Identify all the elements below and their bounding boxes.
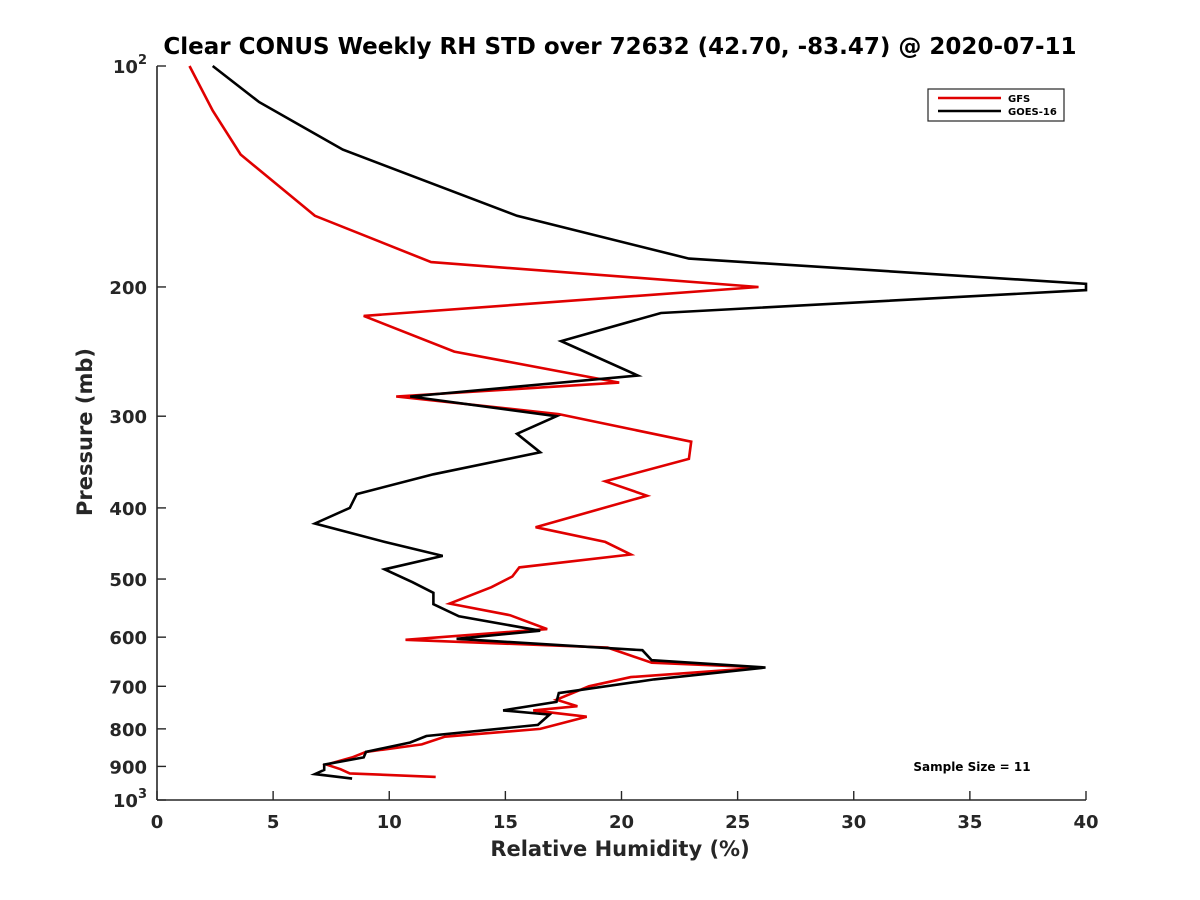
y-axis-label: Pressure (mb) <box>73 348 97 516</box>
y-tick-label: 900 <box>109 757 147 778</box>
series-group <box>188 64 1088 780</box>
legend-label: GOES-16 <box>1008 107 1057 118</box>
series-line-goes-16 <box>211 64 1088 780</box>
legend-box <box>927 88 1065 122</box>
y-tick-label: 500 <box>109 570 147 591</box>
y-tick-label: 700 <box>109 677 147 698</box>
y-tick-label: 300 <box>109 407 147 428</box>
x-tick-label: 30 <box>841 812 866 833</box>
sample-size-annotation: Sample Size = 11 <box>913 760 1030 774</box>
x-tick-label: 15 <box>493 812 518 833</box>
x-tick-label: 5 <box>267 812 280 833</box>
x-tick-label: 25 <box>725 812 750 833</box>
y-tick-label: 800 <box>109 720 147 741</box>
x-tick-label: 20 <box>609 812 634 833</box>
chart-title: Clear CONUS Weekly RH STD over 72632 (42… <box>163 34 1076 60</box>
x-tick-label: 0 <box>151 812 164 833</box>
x-tick-label: 10 <box>377 812 402 833</box>
series-line-gfs <box>188 65 764 779</box>
legend-label: GFS <box>1008 94 1030 105</box>
x-tick-label: 35 <box>957 812 982 833</box>
y-tick-label: 400 <box>109 499 147 520</box>
x-tick-label: 40 <box>1073 812 1098 833</box>
y-tick-label: 200 <box>109 278 147 299</box>
y-tick-label: 600 <box>109 628 147 649</box>
x-axis-label: Relative Humidity (%) <box>490 837 749 861</box>
legend: GFS GOES-16 <box>927 88 1065 122</box>
x-axis-ticks: 0 5 10 15 20 25 30 35 40 <box>151 791 1099 833</box>
